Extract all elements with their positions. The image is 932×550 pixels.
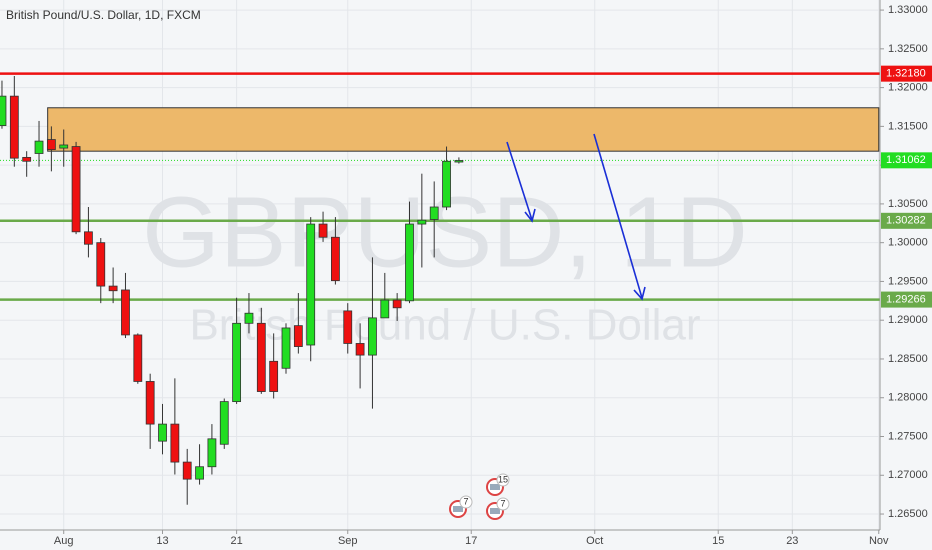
candle-body bbox=[207, 438, 217, 468]
level-label: 1.30282 bbox=[886, 215, 926, 227]
candle-body bbox=[429, 206, 439, 220]
candle-body bbox=[46, 139, 56, 151]
level-label: 1.29266 bbox=[886, 293, 926, 305]
event-icon-flag bbox=[490, 508, 500, 514]
level-label-bg bbox=[881, 291, 932, 308]
candle-body bbox=[269, 360, 279, 392]
grid bbox=[0, 0, 880, 530]
y-tick-label: 1.29000 bbox=[888, 314, 928, 326]
event-icon-flag bbox=[490, 484, 500, 490]
candle-body bbox=[331, 236, 340, 282]
level-label: 1.32180 bbox=[886, 68, 926, 80]
candle-body bbox=[71, 146, 81, 233]
candle-body bbox=[145, 381, 155, 425]
y-tick-label: 1.31500 bbox=[888, 120, 928, 132]
x-tick-label: 17 bbox=[465, 535, 477, 547]
axes: 1.330001.325001.320001.315001.310001.305… bbox=[54, 4, 932, 547]
event-count: 15 bbox=[498, 474, 508, 484]
x-tick-label: 21 bbox=[230, 535, 242, 547]
event-badge bbox=[496, 473, 510, 487]
candle-body bbox=[34, 140, 44, 154]
event-count: 7 bbox=[463, 496, 468, 506]
candle-body bbox=[392, 299, 402, 309]
candle-body bbox=[318, 223, 328, 238]
y-tick-label: 1.27000 bbox=[888, 469, 928, 481]
event-icon-flag bbox=[453, 506, 463, 512]
candle-body bbox=[343, 310, 353, 344]
x-tick-label: Sep bbox=[338, 535, 358, 547]
candle-body bbox=[108, 285, 118, 292]
candle-body bbox=[182, 461, 192, 480]
candle-body bbox=[355, 343, 365, 356]
candle-body bbox=[22, 156, 32, 162]
candle-body bbox=[96, 242, 106, 287]
candle-body bbox=[195, 466, 204, 480]
candle-body bbox=[380, 299, 390, 319]
y-tick-label: 1.32500 bbox=[888, 43, 928, 55]
level-label-bg bbox=[881, 152, 932, 169]
x-tick-label: 23 bbox=[786, 535, 798, 547]
y-tick-label: 1.27500 bbox=[888, 430, 928, 442]
watermark-name: British Pound / U.S. Dollar bbox=[189, 301, 700, 350]
plot: 7 15 7 bbox=[0, 72, 880, 520]
y-tick-label: 1.30500 bbox=[888, 198, 928, 210]
y-tick-label: 1.32000 bbox=[888, 82, 928, 94]
level-label-bg bbox=[881, 65, 932, 82]
x-tick-label: Oct bbox=[586, 535, 603, 547]
arrow bbox=[506, 141, 533, 221]
event-badge bbox=[496, 497, 510, 511]
x-tick-label: Aug bbox=[54, 535, 74, 547]
candle-body bbox=[84, 231, 93, 245]
candle-body bbox=[158, 423, 167, 442]
x-tick-label: 15 bbox=[712, 535, 724, 547]
y-tick-label: 1.28500 bbox=[888, 353, 928, 365]
candle-body bbox=[405, 223, 414, 302]
y-tick-label: 1.33000 bbox=[888, 4, 928, 16]
y-tick-label: 1.29500 bbox=[888, 275, 928, 287]
arrow-head bbox=[524, 208, 536, 223]
level-label: 1.31062 bbox=[886, 154, 926, 166]
arrow bbox=[593, 133, 643, 299]
candle-body bbox=[256, 322, 266, 392]
level-label-bg bbox=[881, 212, 932, 229]
x-tick-label: Nov bbox=[869, 535, 889, 547]
candle-body bbox=[281, 327, 291, 369]
candle-body bbox=[232, 322, 242, 403]
arrow-head bbox=[633, 286, 646, 301]
candle-body bbox=[368, 317, 377, 356]
candle-body bbox=[219, 401, 229, 445]
candle-body bbox=[244, 312, 254, 324]
zone bbox=[47, 107, 880, 152]
candle-body bbox=[9, 95, 19, 159]
chart-title: British Pound/U.S. Dollar, 1D, FXCM bbox=[6, 8, 201, 22]
candle-body bbox=[306, 223, 316, 346]
y-tick-label: 1.30000 bbox=[888, 237, 928, 249]
candle-body bbox=[442, 160, 451, 208]
candle-body bbox=[121, 289, 130, 336]
arrows bbox=[506, 133, 646, 301]
event-badge bbox=[459, 495, 473, 509]
y-tick-label: 1.28000 bbox=[888, 392, 928, 404]
x-tick-label: 13 bbox=[156, 535, 168, 547]
candle-body bbox=[293, 325, 303, 347]
event-count: 7 bbox=[500, 498, 505, 508]
y-tick-label: 1.26500 bbox=[888, 508, 928, 520]
candle-body bbox=[454, 160, 464, 163]
candle-body bbox=[133, 334, 143, 382]
candle-body bbox=[170, 423, 180, 463]
candle-body bbox=[0, 95, 7, 126]
candle-body bbox=[59, 144, 69, 149]
candle-body bbox=[417, 219, 427, 225]
